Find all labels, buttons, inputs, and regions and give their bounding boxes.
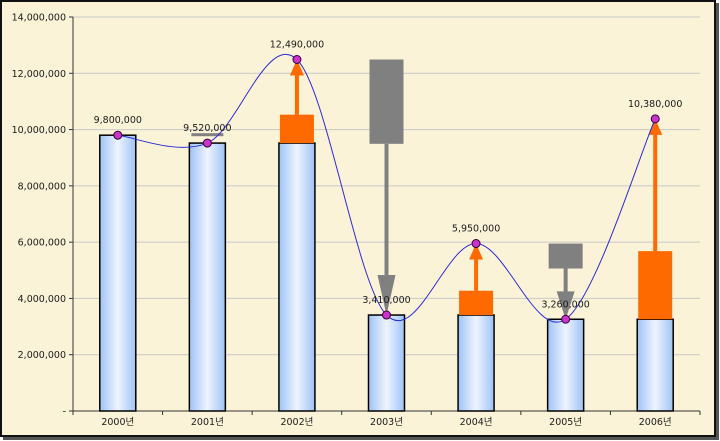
bar [278,142,316,412]
arrow-head [556,291,575,320]
increase-block [459,290,494,316]
bar [546,318,585,412]
arrow-shaft [294,74,299,115]
x-tick-label: 2003년 [370,417,403,428]
arrow-head [648,118,663,135]
x-tick-label: 2004년 [460,417,493,428]
data-point [650,114,660,124]
increase-block [279,114,314,144]
arrow-shaft [563,268,568,293]
data-point [382,310,391,320]
increase-arrow [648,118,663,252]
data-point [561,314,571,324]
data-point [113,130,123,140]
data-label: 3,260,000 [541,299,589,310]
data-point [202,138,212,148]
decrease-block [191,133,224,137]
change-indicators [191,59,673,320]
bar [367,314,406,412]
y-tick-label: 8,000,000 [18,181,66,192]
x-tick-label: 2002년 [280,417,313,428]
increase-arrow [289,59,304,115]
x-tick-label: 2000년 [101,417,134,428]
arrow-shaft [384,143,389,277]
data-label: 3,410,000 [362,295,410,306]
data-label: 5,950,000 [452,224,500,235]
x-tick-label: 2005년 [549,417,582,428]
data-label: 9,520,000 [183,123,231,134]
data-label: 9,800,000 [94,115,142,126]
trend-line [113,53,660,324]
arrow-head [289,59,304,76]
y-tick-label: 10,000,000 [12,125,66,136]
arrow-shaft [474,258,479,291]
data-label: 10,380,000 [628,99,682,110]
y-tick-label: 12,000,000 [12,69,66,80]
bar [188,142,227,412]
y-tick-label: - [63,407,66,418]
increase-arrow [469,243,484,291]
bar [636,318,674,412]
data-point [471,239,481,249]
axes: - 2,000,000 4,000,000 6,000,000 8,000,000 10,… [12,13,701,428]
arrow-head [469,243,484,260]
arrow-head [377,275,396,316]
decrease-block [369,59,404,144]
decrease-arrow [556,268,575,320]
data-point [292,54,302,64]
decrease-block [548,243,583,269]
y-tick-label: 2,000,000 [18,350,66,361]
x-tick-label: 2001년 [191,417,224,428]
data-labels: 9,800,000 9,520,000 12,490,000 3,410,000 5,9… [94,39,683,310]
arrow-shaft [653,133,658,252]
y-tick-label: 4,000,000 [18,294,66,305]
decrease-arrow [377,143,396,316]
x-tick-label: 2006년 [639,417,672,428]
bar [457,314,495,412]
increase-block [638,251,673,320]
y-tick-label: 6,000,000 [18,238,66,249]
y-tick-label: 14,000,000 [12,13,66,24]
data-label: 12,490,000 [270,39,324,50]
bar [99,134,137,412]
